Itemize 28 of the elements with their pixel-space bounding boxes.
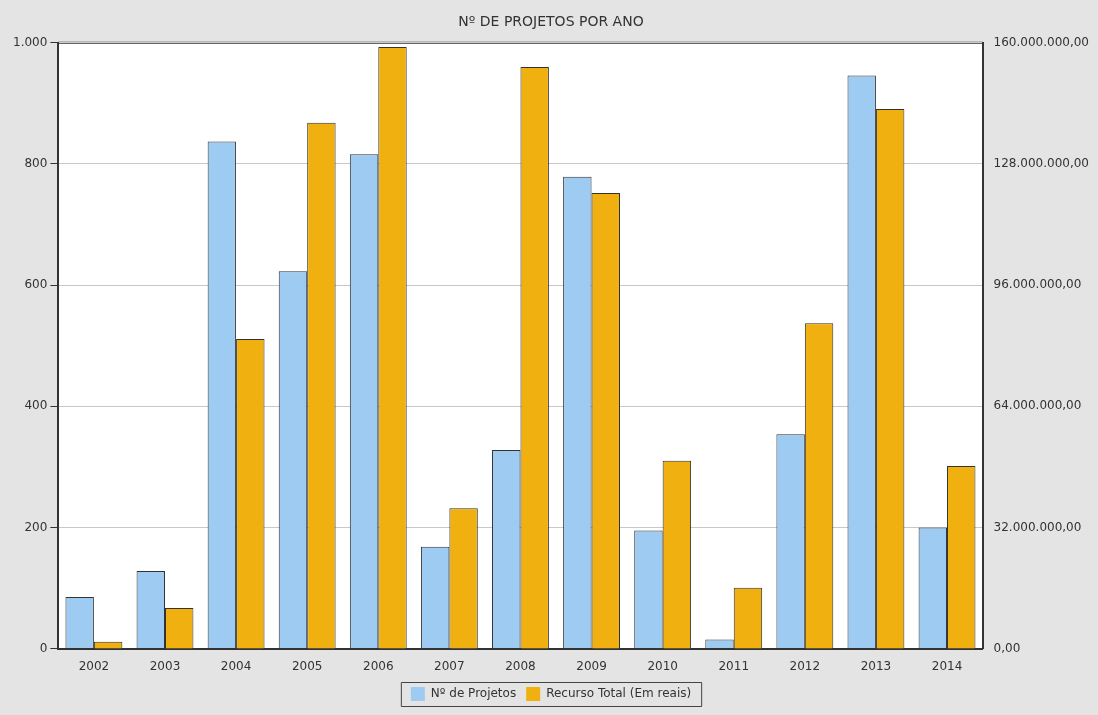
x-tick-label: 2014	[931, 658, 963, 673]
x-tick-label: 2003	[149, 658, 181, 673]
x-tick-label: 2011	[718, 658, 750, 673]
y2-tick-label: 128.000.000,00	[993, 156, 1090, 171]
legend-label: Nº de Projetos	[430, 686, 517, 701]
x-tick-label: 2009	[576, 658, 607, 673]
x-tick-label: 2002	[78, 658, 110, 673]
y-tick-label: 800	[24, 156, 48, 171]
legend-label: Recurso Total (Em reais)	[546, 686, 692, 701]
y-tick-label: 400	[24, 398, 48, 413]
x-tick-label: 2004	[220, 658, 252, 673]
x-tick-label: 2007	[434, 658, 465, 673]
x-tick-label: 2006	[363, 658, 394, 673]
y-tick-label: 200	[24, 519, 48, 534]
y2-tick-label: 0,00	[993, 640, 1021, 655]
y-tick-label: 0	[39, 640, 48, 655]
y2-tick-label: 96.000.000,00	[993, 277, 1082, 292]
x-tick-label: 2012	[789, 658, 821, 673]
chart-title: Nº DE PROJETOS POR ANO	[458, 13, 644, 30]
x-tick-label: 2005	[291, 658, 323, 673]
y2-tick-label: 64.000.000,00	[993, 398, 1082, 413]
x-tick-label: 2008	[505, 658, 536, 673]
y2-tick-label: 160.000.000,00	[993, 34, 1090, 49]
y-tick-label: 1.000	[12, 34, 48, 49]
x-tick-label: 2013	[860, 658, 892, 673]
y-tick-label: 600	[24, 277, 48, 292]
y2-tick-label: 32.000.000,00	[993, 519, 1082, 534]
x-tick-label: 2010	[647, 658, 678, 673]
